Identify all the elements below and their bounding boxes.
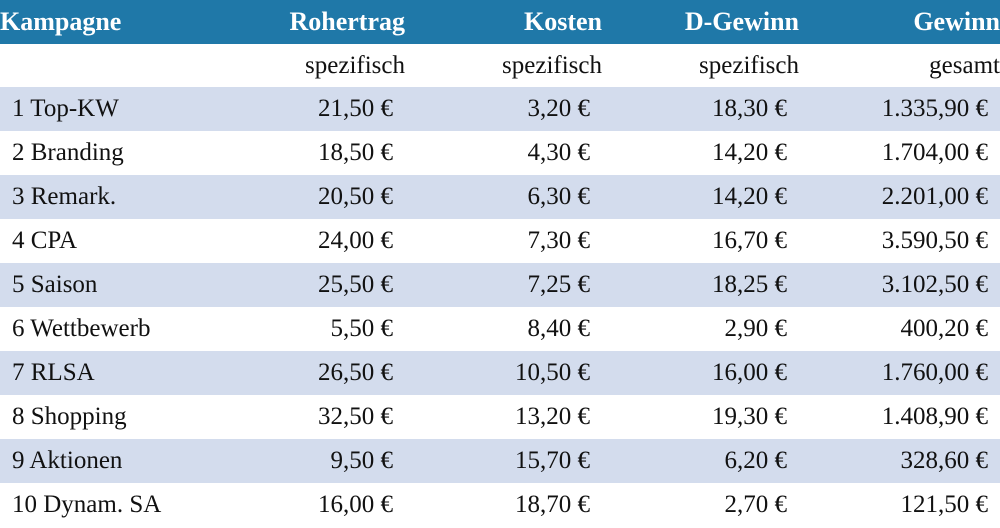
subheader-d-gewinn: spezifisch <box>602 44 799 87</box>
cell-gewinn: 328,60 € <box>799 439 1000 483</box>
cell-d-gewinn: 16,70 € <box>602 219 799 263</box>
cell-gewinn: 1.408,90 € <box>799 395 1000 439</box>
table-row: 3 Remark. 20,50 € 6,30 € 14,20 € 2.201,0… <box>0 175 1000 219</box>
column-header-kampagne: Kampagne <box>0 0 210 44</box>
cell-d-gewinn: 14,20 € <box>602 175 799 219</box>
cell-kosten: 7,25 € <box>405 263 602 307</box>
cell-rohertrag: 20,50 € <box>210 175 405 219</box>
table-row: 7 RLSA 26,50 € 10,50 € 16,00 € 1.760,00 … <box>0 351 1000 395</box>
column-header-kosten: Kosten <box>405 0 602 44</box>
subheader-kosten: spezifisch <box>405 44 602 87</box>
cell-gewinn: 3.590,50 € <box>799 219 1000 263</box>
cell-kosten: 3,20 € <box>405 87 602 131</box>
cell-kampagne: 1 Top-KW <box>0 87 210 131</box>
cell-rohertrag: 18,50 € <box>210 131 405 175</box>
subheader-rohertrag: spezifisch <box>210 44 405 87</box>
cell-rohertrag: 9,50 € <box>210 439 405 483</box>
cell-gewinn: 1.335,90 € <box>799 87 1000 131</box>
cell-d-gewinn: 14,20 € <box>602 131 799 175</box>
column-header-gewinn: Gewinn <box>799 0 1000 44</box>
table-row: 10 Dynam. SA 16,00 € 18,70 € 2,70 € 121,… <box>0 483 1000 527</box>
subheader-row: spezifisch spezifisch spezifisch gesamt <box>0 44 1000 87</box>
cell-rohertrag: 5,50 € <box>210 307 405 351</box>
cell-d-gewinn: 2,90 € <box>602 307 799 351</box>
cell-kampagne: 6 Wettbewerb <box>0 307 210 351</box>
cell-kosten: 4,30 € <box>405 131 602 175</box>
column-header-rohertrag: Rohertrag <box>210 0 405 44</box>
cell-kosten: 8,40 € <box>405 307 602 351</box>
cell-rohertrag: 32,50 € <box>210 395 405 439</box>
cell-d-gewinn: 2,70 € <box>602 483 799 527</box>
cell-kampagne: 4 CPA <box>0 219 210 263</box>
cell-gewinn: 121,50 € <box>799 483 1000 527</box>
cell-kampagne: 5 Saison <box>0 263 210 307</box>
cell-kosten: 18,70 € <box>405 483 602 527</box>
cell-rohertrag: 25,50 € <box>210 263 405 307</box>
cell-kosten: 10,50 € <box>405 351 602 395</box>
subheader-gewinn: gesamt <box>799 44 1000 87</box>
table-row: 4 CPA 24,00 € 7,30 € 16,70 € 3.590,50 € <box>0 219 1000 263</box>
table-row: 9 Aktionen 9,50 € 15,70 € 6,20 € 328,60 … <box>0 439 1000 483</box>
cell-d-gewinn: 16,00 € <box>602 351 799 395</box>
column-header-d-gewinn: D-Gewinn <box>602 0 799 44</box>
cell-d-gewinn: 19,30 € <box>602 395 799 439</box>
cell-rohertrag: 21,50 € <box>210 87 405 131</box>
table-row: 5 Saison 25,50 € 7,25 € 18,25 € 3.102,50… <box>0 263 1000 307</box>
table-row: 6 Wettbewerb 5,50 € 8,40 € 2,90 € 400,20… <box>0 307 1000 351</box>
cell-kosten: 15,70 € <box>405 439 602 483</box>
cell-rohertrag: 24,00 € <box>210 219 405 263</box>
cell-gewinn: 400,20 € <box>799 307 1000 351</box>
cell-d-gewinn: 6,20 € <box>602 439 799 483</box>
cell-kampagne: 2 Branding <box>0 131 210 175</box>
cell-d-gewinn: 18,25 € <box>602 263 799 307</box>
table-row: 1 Top-KW 21,50 € 3,20 € 18,30 € 1.335,90… <box>0 87 1000 131</box>
cell-rohertrag: 16,00 € <box>210 483 405 527</box>
cell-gewinn: 1.704,00 € <box>799 131 1000 175</box>
cell-rohertrag: 26,50 € <box>210 351 405 395</box>
cell-gewinn: 2.201,00 € <box>799 175 1000 219</box>
header-row: Kampagne Rohertrag Kosten D-Gewinn Gewin… <box>0 0 1000 44</box>
cell-kampagne: 10 Dynam. SA <box>0 483 210 527</box>
cell-gewinn: 3.102,50 € <box>799 263 1000 307</box>
cell-kampagne: 9 Aktionen <box>0 439 210 483</box>
subheader-kampagne <box>0 44 210 87</box>
table-header: Kampagne Rohertrag Kosten D-Gewinn Gewin… <box>0 0 1000 87</box>
cell-kampagne: 3 Remark. <box>0 175 210 219</box>
cell-kosten: 6,30 € <box>405 175 602 219</box>
table-row: 8 Shopping 32,50 € 13,20 € 19,30 € 1.408… <box>0 395 1000 439</box>
cell-kosten: 13,20 € <box>405 395 602 439</box>
cell-kampagne: 7 RLSA <box>0 351 210 395</box>
cell-kosten: 7,30 € <box>405 219 602 263</box>
cell-kampagne: 8 Shopping <box>0 395 210 439</box>
cell-d-gewinn: 18,30 € <box>602 87 799 131</box>
table-row: 2 Branding 18,50 € 4,30 € 14,20 € 1.704,… <box>0 131 1000 175</box>
cell-gewinn: 1.760,00 € <box>799 351 1000 395</box>
table-body: 1 Top-KW 21,50 € 3,20 € 18,30 € 1.335,90… <box>0 87 1000 527</box>
